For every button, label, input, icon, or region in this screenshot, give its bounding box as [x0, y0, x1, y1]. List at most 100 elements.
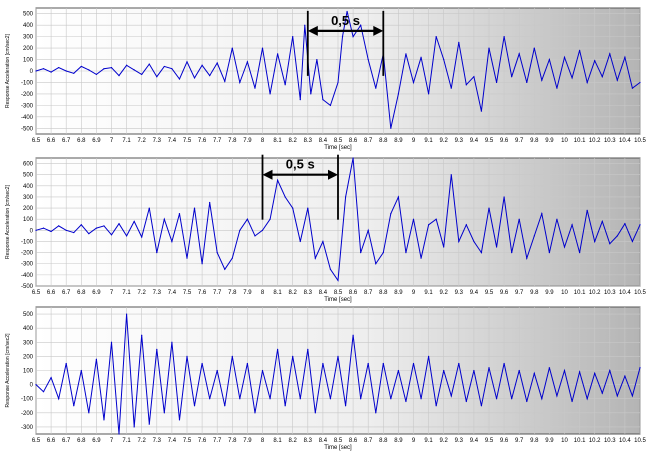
data-point	[420, 257, 422, 259]
data-point	[360, 24, 362, 26]
x-tick-label: 7.8	[228, 290, 237, 296]
y-tick-label: 200	[23, 46, 34, 52]
x-tick-label: 7	[110, 438, 114, 444]
data-point	[307, 207, 309, 209]
data-point	[390, 213, 392, 215]
data-point	[556, 395, 558, 397]
x-tick-label: 7.3	[153, 290, 162, 296]
y-tick-label: 400	[23, 23, 34, 29]
data-point	[141, 236, 143, 238]
data-point	[631, 240, 634, 243]
data-point	[239, 229, 241, 231]
data-point	[95, 227, 97, 229]
x-tick-label: 7.1	[122, 138, 131, 144]
data-point	[518, 53, 520, 55]
data-point	[360, 398, 362, 400]
data-point	[639, 367, 641, 369]
x-tick-label: 8.4	[319, 290, 328, 296]
data-point	[337, 81, 339, 84]
x-tick-label: 7.2	[138, 138, 147, 144]
data-point	[178, 419, 181, 421]
x-axis-label: Time [sec]	[324, 145, 352, 151]
data-point	[533, 235, 535, 237]
data-point	[367, 58, 369, 61]
data-point	[541, 213, 543, 215]
data-point	[246, 218, 248, 220]
data-point	[216, 62, 218, 64]
data-point	[118, 433, 120, 435]
x-tick-label: 8.8	[379, 438, 388, 444]
y-tick-label: -100	[21, 80, 34, 86]
x-tick-label: 7.6	[198, 138, 207, 144]
x-tick-label: 7.7	[213, 138, 222, 144]
x-tick-label: 9.3	[455, 438, 464, 444]
y-tick-label: 400	[23, 184, 34, 190]
data-point	[503, 36, 505, 38]
data-point	[344, 196, 347, 198]
data-point	[58, 398, 60, 400]
data-point	[624, 56, 626, 58]
data-point	[73, 231, 75, 234]
data-point	[65, 362, 67, 365]
data-point	[261, 47, 264, 49]
data-point	[50, 71, 52, 73]
x-tick-label: 10.5	[634, 290, 646, 296]
chart-panel-1: 6.5 6.6 6.7 6.8 6.9 7 7.1 7.2 7.3 7.4 7.5 7.6 7.7 7.8…	[5, 7, 646, 151]
data-point	[80, 369, 82, 372]
x-tick-label: 8.7	[364, 138, 373, 144]
data-point	[209, 201, 211, 204]
x-tick-label: 8	[261, 138, 265, 144]
data-point	[450, 395, 452, 397]
data-point	[224, 80, 226, 82]
data-point	[148, 423, 150, 425]
x-tick-label: 9.2	[440, 438, 449, 444]
data-point	[624, 223, 626, 225]
x-tick-label: 7.9	[243, 438, 252, 444]
data-point	[473, 240, 475, 243]
data-point	[390, 127, 392, 129]
data-point	[503, 362, 505, 365]
data-point	[571, 224, 573, 226]
data-point	[586, 398, 588, 400]
x-tick-label: 7.6	[198, 438, 207, 444]
data-point	[277, 53, 279, 55]
x-tick-label: 6.9	[92, 438, 101, 444]
data-point	[601, 76, 603, 78]
data-point	[548, 252, 551, 254]
data-point	[341, 36, 344, 38]
data-point	[382, 362, 384, 365]
data-point	[141, 334, 143, 336]
data-point	[563, 56, 566, 58]
y-tick-label: -300	[21, 425, 34, 431]
data-point	[35, 384, 37, 386]
x-tick-label: 8.8	[379, 138, 388, 144]
x-tick-label: 6.6	[47, 290, 56, 296]
data-point	[261, 369, 264, 372]
x-tick-label: 9.6	[500, 438, 509, 444]
data-point	[314, 412, 316, 414]
x-tick-label: 7.6	[198, 290, 207, 296]
x-tick-label: 8.5	[334, 438, 343, 444]
x-tick-label: 7.3	[153, 138, 162, 144]
data-point	[579, 252, 581, 254]
data-point	[118, 74, 120, 77]
x-tick-label: 9.9	[545, 138, 554, 144]
data-point	[526, 257, 528, 259]
x-tick-label: 9.7	[515, 290, 524, 296]
data-point	[239, 398, 241, 400]
data-point	[216, 252, 218, 254]
data-point	[412, 81, 415, 84]
data-point	[473, 369, 475, 372]
x-tick-label: 6.5	[32, 290, 41, 296]
data-point	[541, 79, 543, 81]
data-point	[563, 246, 566, 248]
x-tick-label: 9.5	[485, 438, 494, 444]
x-tick-label: 9.2	[440, 290, 449, 296]
x-tick-label: 7.4	[168, 138, 177, 144]
x-tick-label: 10	[561, 138, 568, 144]
x-tick-label: 7.5	[183, 290, 192, 296]
x-tick-label: 7.1	[122, 290, 131, 296]
data-point	[254, 235, 256, 237]
x-tick-label: 7.9	[243, 138, 252, 144]
x-tick-label: 8	[261, 290, 265, 296]
